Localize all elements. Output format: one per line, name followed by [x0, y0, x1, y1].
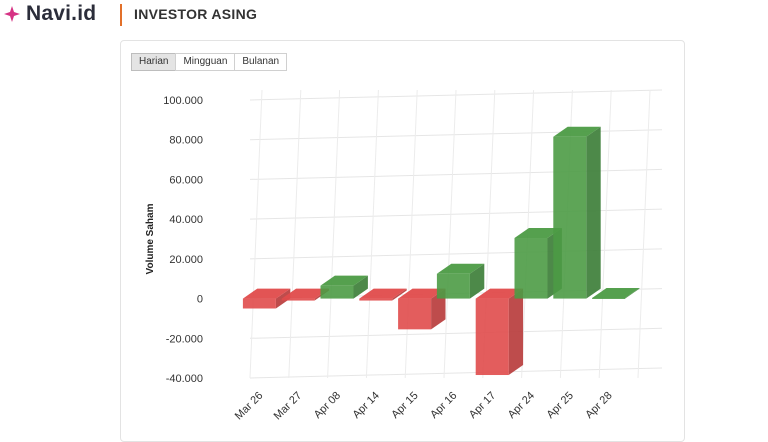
bar[interactable]	[320, 275, 368, 299]
section-title: INVESTOR ASING	[134, 6, 258, 22]
bar[interactable]	[553, 126, 601, 299]
bar[interactable]	[359, 288, 407, 301]
y-tick-label: 0	[197, 294, 203, 306]
bar[interactable]	[398, 288, 446, 330]
x-tick-label: Apr 08	[312, 390, 343, 421]
tab-harian[interactable]: Harian	[131, 53, 177, 71]
logo-star-icon	[4, 6, 20, 22]
x-tick-label: Mar 27	[272, 390, 305, 423]
chart-bars	[242, 126, 640, 376]
investor-chart: 100.000 80.000 60.000 40.000 20.000 0 -20.000 -…	[145, 89, 663, 423]
y-tick-label: -20.000	[166, 333, 203, 345]
x-tick-label: Apr 14	[351, 390, 382, 421]
x-tick-label: Apr 24	[506, 390, 537, 421]
y-tick-label: -40.000	[166, 373, 203, 385]
logo[interactable]: Navi.id	[4, 2, 96, 26]
x-tick-label: Apr 17	[467, 390, 498, 421]
bar[interactable]	[475, 288, 524, 376]
header-divider	[120, 4, 122, 26]
bar[interactable]	[436, 263, 485, 299]
y-tick-label: 20.000	[169, 254, 203, 266]
x-axis-tick-labels: Mar 26 Mar 27 Apr 08 Apr 14 Apr 15 Apr 16 Apr …	[233, 390, 615, 423]
logo-text: Navi.id	[26, 2, 97, 25]
x-tick-label: Mar 26	[233, 390, 266, 423]
x-tick-label: Apr 28	[583, 390, 614, 421]
y-tick-label: 80.000	[169, 135, 203, 147]
x-tick-label: Apr 25	[545, 390, 576, 421]
x-tick-label: Apr 16	[428, 390, 459, 421]
period-tabs: Harian Mingguan Bulanan	[131, 53, 288, 71]
y-tick-label: 100.000	[163, 95, 203, 107]
x-tick-label: Apr 15	[389, 390, 420, 421]
y-axis-tick-labels: 100.000 80.000 60.000 40.000 20.000 0 -20.000 -…	[163, 95, 203, 385]
tab-bulanan[interactable]: Bulanan	[234, 53, 288, 71]
y-tick-label: 40.000	[169, 214, 203, 226]
bar[interactable]	[592, 287, 640, 299]
y-axis-label: Volume Saham	[145, 203, 156, 274]
y-tick-label: 60.000	[169, 174, 203, 186]
